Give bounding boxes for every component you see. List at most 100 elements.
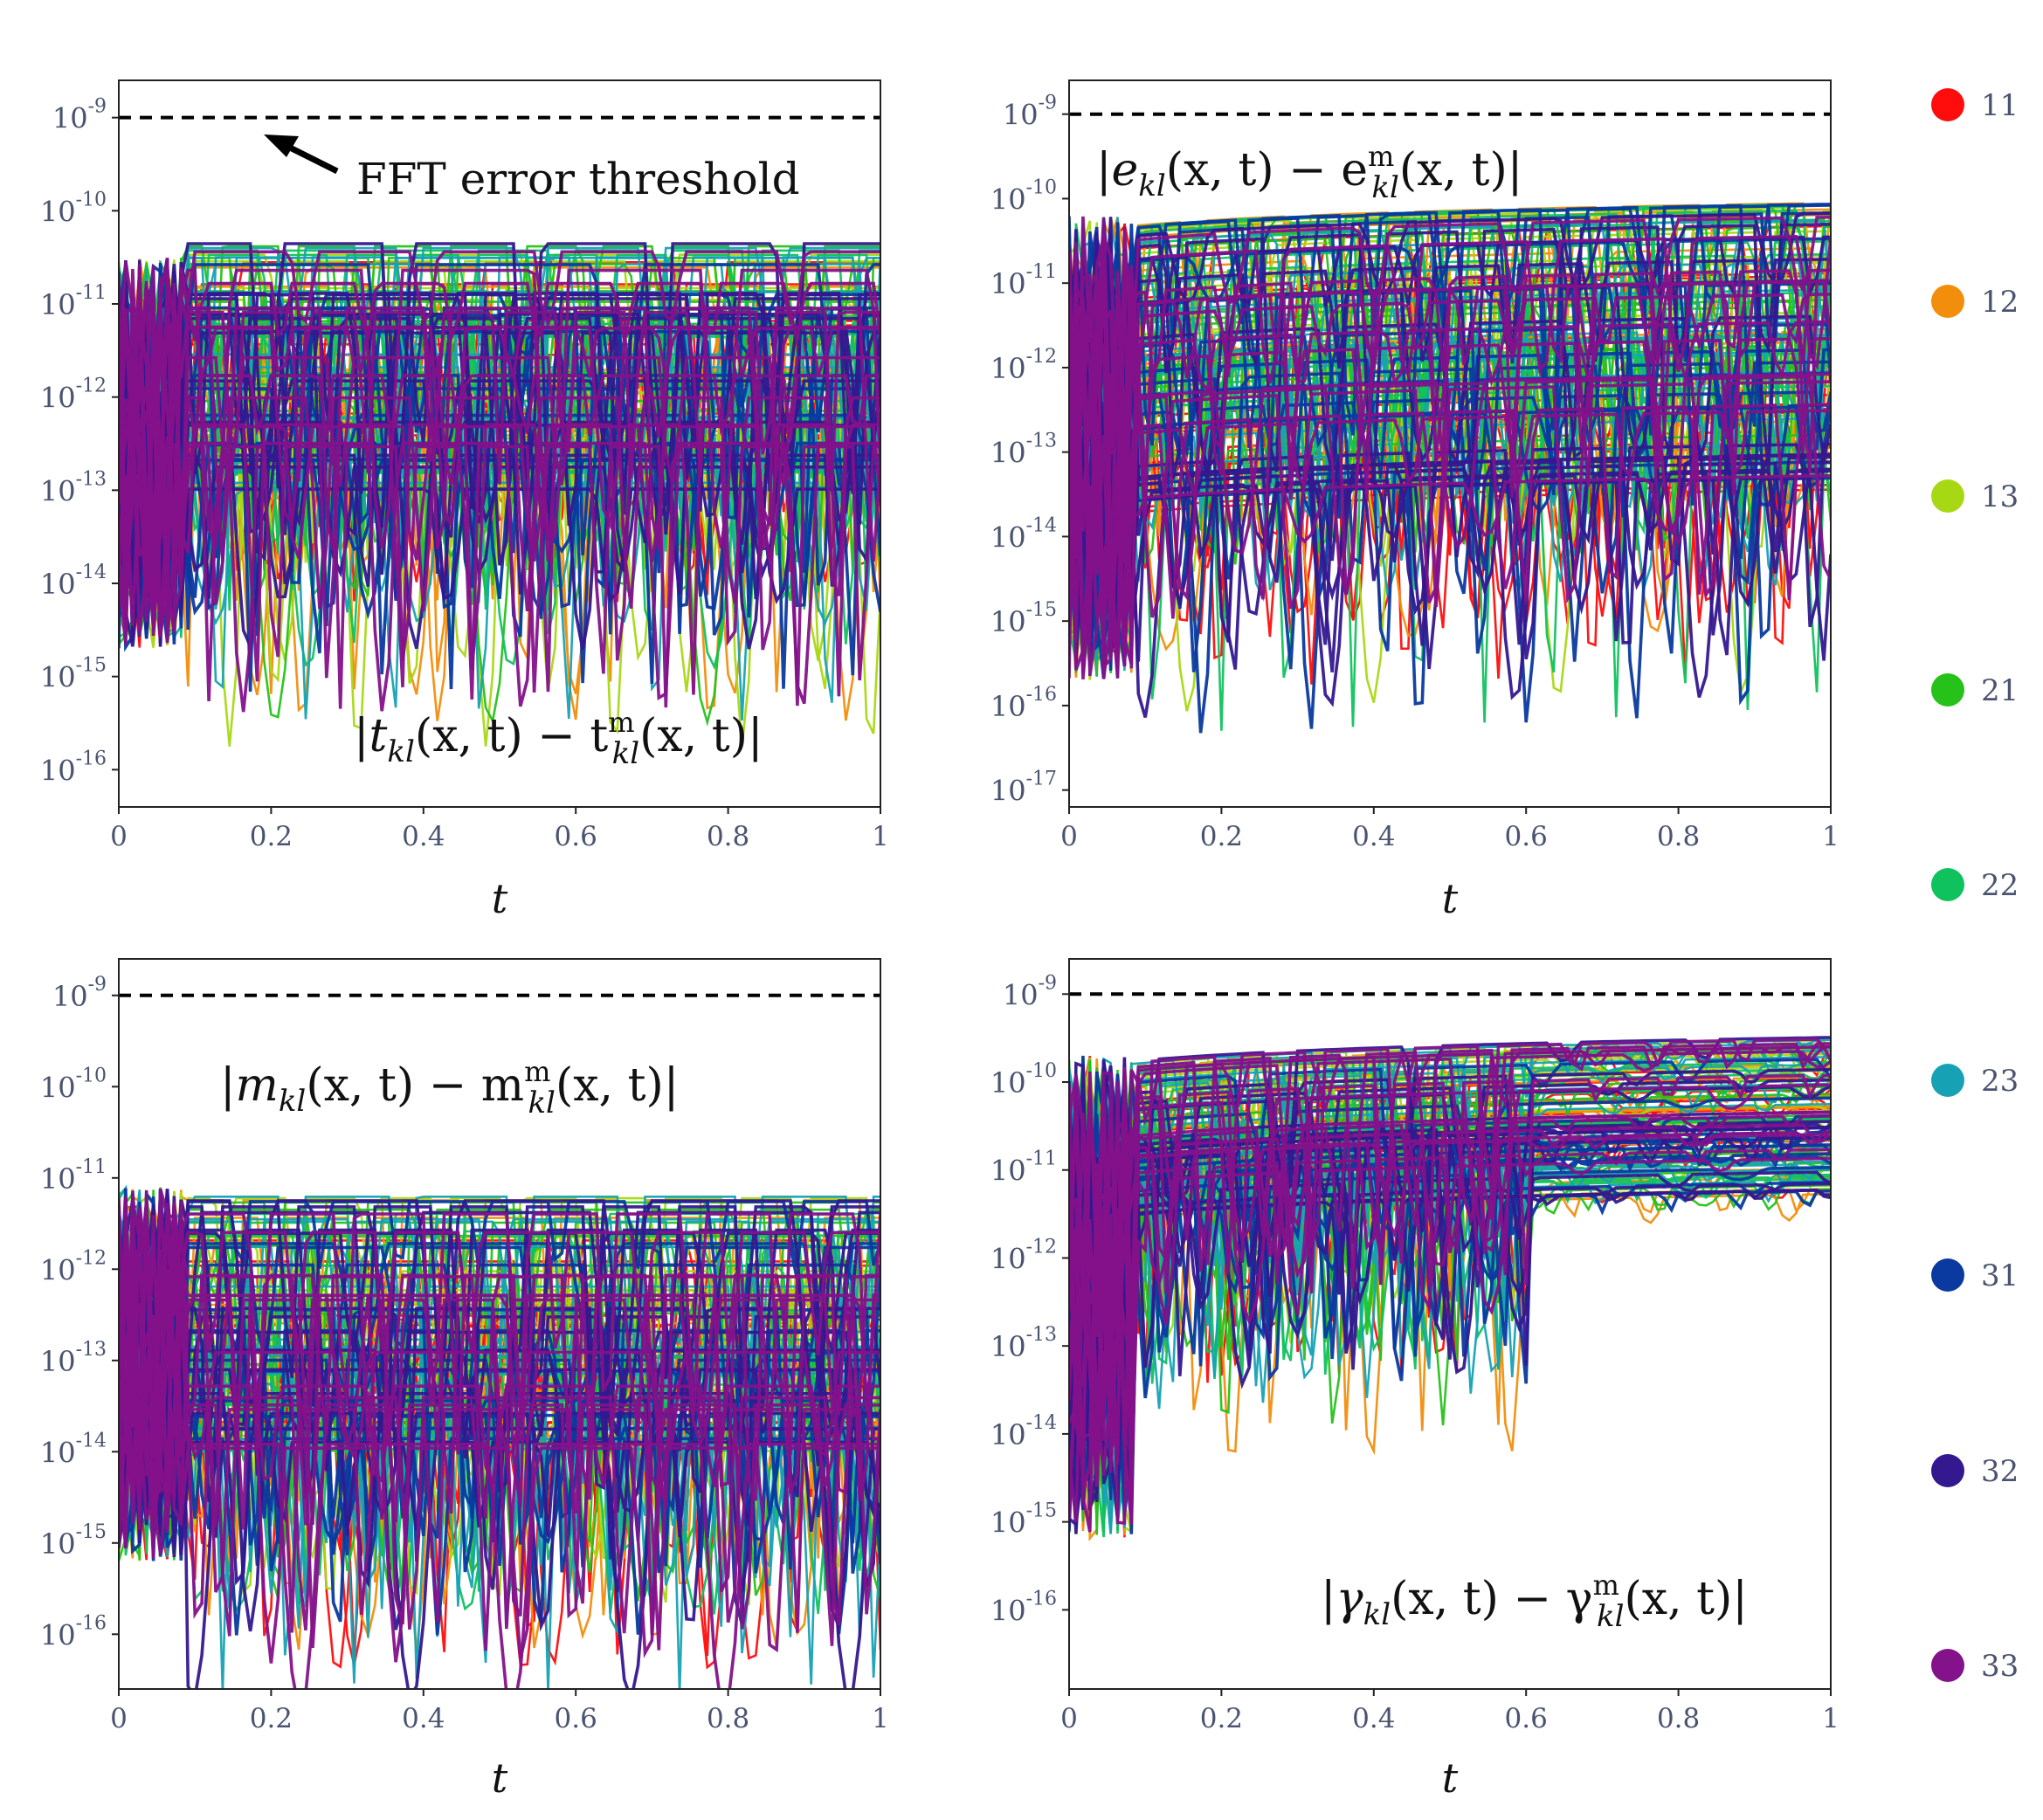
y-tick-label: 10-13	[990, 1324, 1057, 1363]
series-line-33	[1069, 246, 1831, 679]
series-line-31	[1069, 237, 1831, 679]
y-tick-label: 10-12	[990, 1236, 1057, 1275]
legend-marker	[1931, 1258, 1964, 1292]
series-line-33	[1069, 327, 1831, 667]
x-tick-label: 0.4	[1352, 1703, 1395, 1734]
series-line-33	[119, 1231, 880, 1500]
series-line-33	[119, 271, 880, 628]
series-line-32	[119, 1285, 880, 1536]
x-tick-label: 0.6	[1505, 821, 1548, 852]
x-tick-label: 0.2	[250, 1703, 293, 1734]
series-line-32	[1069, 1057, 1831, 1508]
y-tick-label: 10-16	[40, 748, 107, 787]
x-tick-label: 0	[1060, 821, 1078, 852]
series-line-32	[119, 242, 880, 551]
x-tick-label: 0.2	[1200, 821, 1243, 852]
panel-formula: |mkl(x, t) − mm kl(x, t)|	[220, 1055, 679, 1120]
series-line-33	[1069, 215, 1831, 566]
y-tick-label: 10-12	[40, 376, 107, 415]
y-tick-label: 10-10	[990, 176, 1057, 216]
series-line-33	[119, 264, 880, 625]
series-line-33	[1069, 235, 1831, 679]
y-tick-label: 10-15	[990, 1500, 1057, 1540]
legend-label: 12	[1981, 285, 2019, 320]
series-line-33	[119, 1188, 880, 1530]
legend-label: 22	[1981, 868, 2019, 903]
legend-marker	[1931, 285, 1964, 318]
series-line-32	[119, 1205, 880, 1543]
series-line-33	[1069, 252, 1831, 679]
legend-marker	[1931, 88, 1964, 121]
y-tick-label: 10-9	[1003, 93, 1057, 132]
legend-label: 33	[1981, 1649, 2019, 1684]
series-group	[119, 1184, 880, 1689]
legend-marker	[1931, 1649, 1964, 1682]
x-tick-label: 1	[1822, 1703, 1839, 1734]
y-tick-label: 10-11	[990, 1148, 1057, 1188]
legend-item-33: 33	[1931, 1649, 2019, 1684]
plot-frame	[118, 79, 881, 808]
x-tick-label: 0.8	[1657, 821, 1700, 852]
series-line-33	[119, 296, 880, 638]
chart-panel-bottom-left: 10-9 10-10 10-11 10-12 10-13 10-14 10-15 10-16 0…	[40, 958, 889, 1802]
series-line-32	[1069, 1121, 1831, 1400]
x-tick-label: 0.8	[707, 821, 749, 852]
legend-label: 32	[1981, 1454, 2019, 1489]
y-tick-label: 10-13	[40, 1339, 107, 1378]
y-tick-label: 10-16	[40, 1612, 107, 1651]
x-tick-label: 0.6	[1505, 1703, 1548, 1734]
y-tick-label: 10-15	[40, 1521, 107, 1561]
chart-panel-top-right: 10-9 10-10 10-11 10-12 10-13 10-14 10-15 10-16 1…	[990, 79, 1839, 922]
series-line-33	[1069, 1079, 1831, 1533]
series-line-13	[1069, 1048, 1831, 1486]
legend-item-32: 32	[1931, 1454, 2019, 1489]
x-axis-label: t	[1442, 875, 1459, 922]
legend-marker	[1931, 1064, 1964, 1097]
legend-item-21: 21	[1931, 673, 2019, 708]
y-tick-label: 10-11	[40, 1156, 107, 1196]
series-line-33	[119, 286, 880, 612]
series-line-33	[1069, 1050, 1831, 1525]
series-line-33	[1069, 216, 1831, 556]
x-tick-label: 0.8	[707, 1703, 749, 1734]
series-line-21	[119, 245, 880, 616]
y-tick-label: 10-12	[40, 1247, 107, 1286]
y-tick-label: 10-14	[40, 1430, 107, 1469]
plot-frame	[1068, 958, 1832, 1690]
series-line-33	[119, 258, 880, 713]
legend-item-11: 11	[1931, 88, 2019, 123]
series-line-33	[119, 281, 880, 635]
series-line-31	[119, 263, 880, 628]
series-line-23	[119, 246, 880, 633]
series-line-33	[119, 250, 880, 644]
x-axis-label: t	[1442, 1755, 1459, 1802]
legend-item-22: 22	[1931, 868, 2019, 903]
panel-formula: |tkl(x, t) − tm kl(x, t)|	[354, 706, 763, 771]
x-tick-label: 0	[110, 821, 128, 852]
y-tick-label: 10-9	[52, 96, 107, 135]
y-tick-label: 10-13	[40, 468, 107, 507]
series-group	[1069, 202, 1831, 734]
y-tick-label: 10-10	[990, 1060, 1057, 1100]
series-line-32	[119, 313, 880, 613]
x-tick-label: 1	[872, 821, 889, 852]
legend: 11 12 13 21 22 23 31 32 33	[1931, 88, 2019, 1684]
y-tick-label: 10-13	[990, 431, 1057, 470]
series-line-23	[119, 1189, 880, 1542]
legend-item-12: 12	[1931, 285, 2019, 320]
y-tick-label: 10-10	[40, 189, 107, 228]
y-tick-label: 10-14	[40, 562, 107, 601]
series-line-33	[119, 265, 880, 697]
y-tick-label: 10-12	[990, 346, 1057, 385]
y-tick-label: 10-11	[40, 282, 107, 321]
series-line-33	[119, 1203, 880, 1548]
series-line-33	[1069, 217, 1831, 515]
series-line-33	[1069, 1038, 1831, 1493]
series-line-33	[1069, 1042, 1831, 1424]
x-tick-label: 0.4	[402, 821, 445, 852]
legend-marker	[1931, 479, 1964, 513]
legend-marker	[1931, 1454, 1964, 1487]
x-tick-label: 0.4	[1352, 821, 1395, 852]
y-tick-label: 10-15	[40, 655, 107, 694]
y-tick-label: 10-14	[990, 514, 1057, 554]
